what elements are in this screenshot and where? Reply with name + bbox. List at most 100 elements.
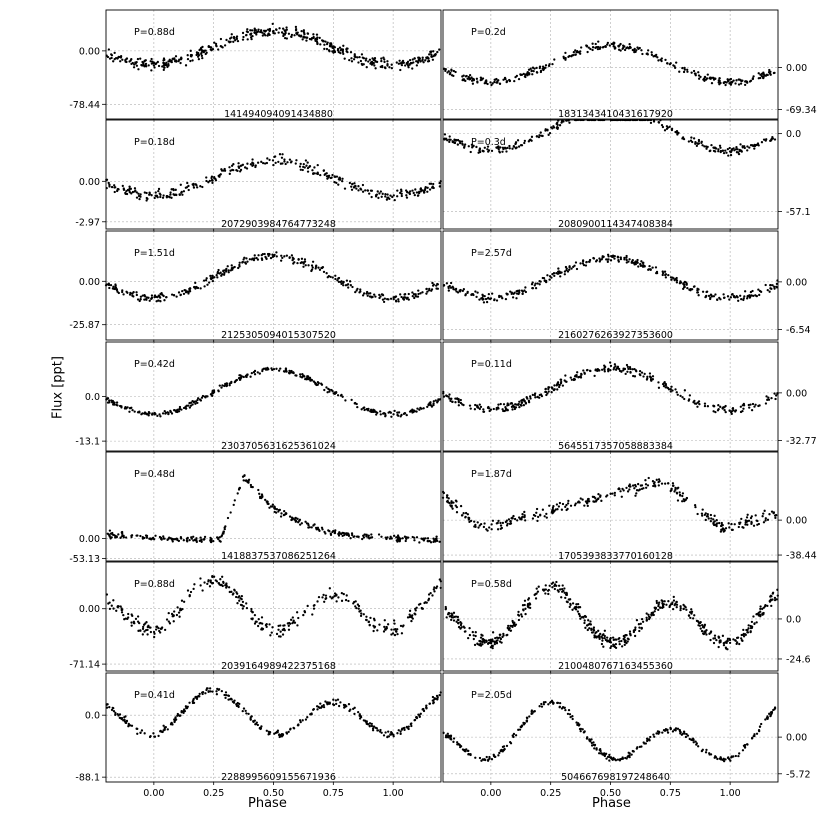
data-point: [544, 592, 547, 595]
data-point: [131, 408, 134, 412]
data-point: [773, 138, 777, 141]
data-point: [674, 486, 677, 490]
data-point: [167, 611, 170, 615]
data-point: [140, 413, 143, 416]
data-point: [447, 501, 450, 504]
data-point: [265, 623, 268, 626]
data-point: [152, 630, 156, 634]
data-point: [673, 279, 676, 282]
data-point: [602, 633, 605, 636]
data-point: [236, 492, 239, 495]
data-point: [622, 489, 625, 492]
data-point: [365, 618, 368, 622]
data-point: [245, 257, 248, 260]
data-point: [149, 630, 153, 634]
data-point: [231, 267, 234, 271]
data-point: [539, 393, 543, 396]
data-point: [161, 412, 165, 415]
data-point: [139, 195, 142, 198]
data-point: [287, 730, 290, 734]
data-point: [159, 536, 163, 540]
data-point: [619, 256, 622, 259]
data-point: [188, 406, 192, 409]
data-point: [401, 537, 404, 540]
data-point: [164, 63, 167, 67]
data-point: [658, 601, 661, 604]
data-point: [186, 537, 189, 540]
data-point: [432, 182, 435, 186]
data-point: [742, 298, 745, 302]
data-point: [665, 125, 669, 128]
data-point: [568, 605, 571, 609]
data-point: [174, 193, 177, 196]
data-point: [533, 710, 536, 713]
data-point: [527, 598, 530, 601]
data-point: [284, 162, 287, 166]
data-point: [715, 638, 718, 642]
data-point: [317, 528, 320, 531]
data-point: [187, 184, 190, 188]
data-point: [287, 628, 291, 631]
source-id-label: 1831343410431617920: [558, 109, 673, 120]
data-point: [706, 513, 709, 516]
data-point: [606, 260, 609, 263]
data-point: [244, 709, 247, 712]
data-point: [206, 582, 209, 585]
data-point: [273, 732, 276, 735]
data-point: [181, 193, 184, 196]
data-point: [317, 266, 320, 269]
data-point: [483, 522, 486, 525]
data-point: [668, 125, 671, 128]
data-point: [281, 153, 284, 156]
data-point: [747, 627, 750, 630]
data-point: [258, 492, 261, 495]
data-point: [252, 162, 255, 165]
data-point: [478, 403, 481, 406]
data-point: [329, 532, 332, 535]
data-point: [624, 372, 627, 376]
data-point: [237, 166, 241, 170]
data-point: [647, 49, 650, 52]
data-point: [675, 492, 679, 495]
data-point: [354, 290, 357, 294]
data-point: [430, 289, 433, 292]
data-point: [418, 191, 421, 195]
data-point: [596, 497, 600, 501]
data-point: [220, 169, 224, 172]
data-point: [243, 256, 246, 259]
data-point: [218, 272, 221, 275]
data-point: [594, 497, 597, 500]
data-point: [209, 690, 212, 693]
data-point: [753, 405, 756, 408]
data-point: [211, 581, 215, 585]
data-point: [646, 375, 649, 378]
data-point: [201, 56, 204, 60]
data-point: [223, 271, 226, 275]
data-point: [538, 283, 541, 286]
data-point: [426, 405, 429, 409]
data-point: [266, 157, 269, 160]
data-point: [624, 639, 627, 642]
data-point: [580, 46, 583, 49]
data-point: [641, 261, 644, 265]
data-point: [583, 621, 586, 625]
data-point: [345, 279, 349, 282]
data-point: [359, 188, 363, 191]
data-point: [579, 727, 583, 731]
data-point: [598, 260, 601, 263]
data-point: [371, 727, 375, 730]
data-point: [510, 517, 513, 520]
data-point: [584, 264, 588, 267]
data-point: [599, 494, 602, 497]
data-point: [182, 539, 185, 542]
data-point: [682, 286, 686, 289]
data-point: [577, 612, 581, 616]
data-point: [617, 258, 620, 262]
data-point: [613, 257, 616, 260]
data-point: [553, 388, 556, 391]
data-point: [360, 612, 363, 615]
data-point: [273, 505, 276, 509]
data-point: [130, 534, 134, 537]
data-point: [149, 735, 152, 738]
data-point: [733, 523, 736, 526]
